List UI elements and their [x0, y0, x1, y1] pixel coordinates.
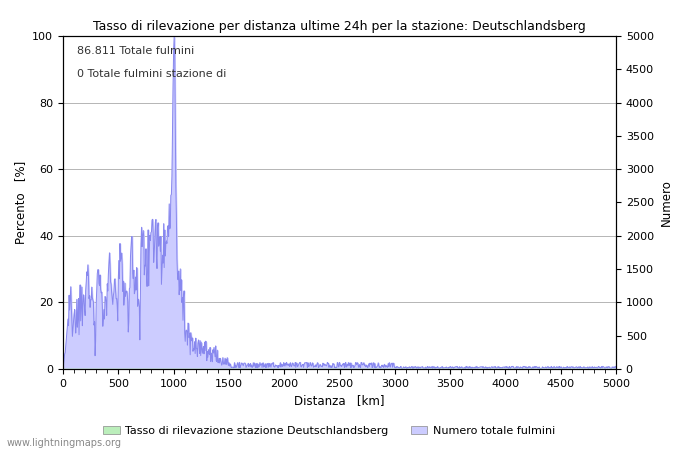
Title: Tasso di rilevazione per distanza ultime 24h per la stazione: Deutschlandsberg: Tasso di rilevazione per distanza ultime…	[93, 20, 586, 33]
Y-axis label: Numero: Numero	[659, 179, 673, 226]
Legend: Tasso di rilevazione stazione Deutschlandsberg, Numero totale fulmini: Tasso di rilevazione stazione Deutschlan…	[99, 421, 559, 440]
Text: www.lightningmaps.org: www.lightningmaps.org	[7, 438, 122, 448]
Y-axis label: Percento   [%]: Percento [%]	[14, 161, 27, 244]
X-axis label: Distanza   [km]: Distanza [km]	[294, 394, 385, 407]
Text: 86.811 Totale fulmini: 86.811 Totale fulmini	[77, 46, 194, 56]
Text: 0 Totale fulmini stazione di: 0 Totale fulmini stazione di	[77, 69, 226, 79]
